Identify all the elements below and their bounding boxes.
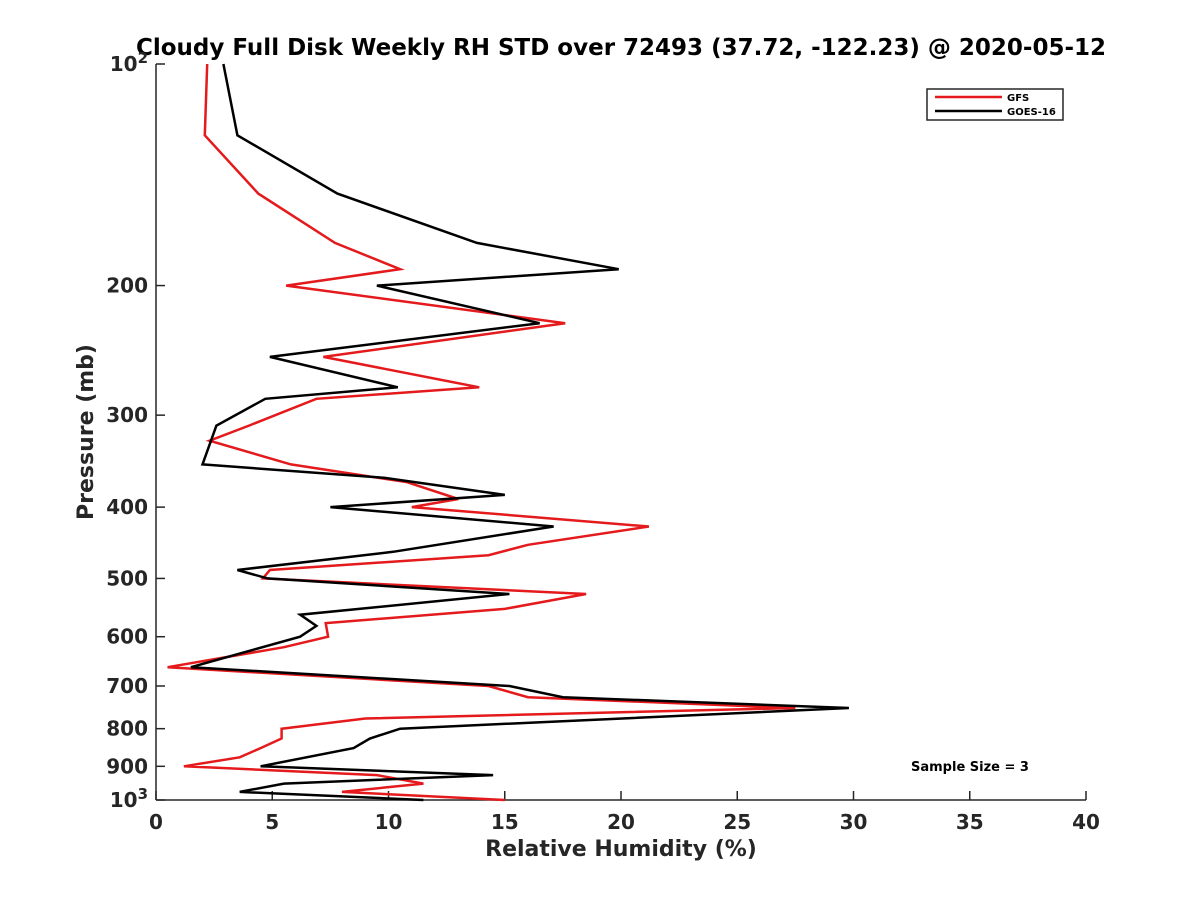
x-tick-label: 20 bbox=[607, 810, 635, 834]
legend-label-gfs: GFS bbox=[1007, 93, 1029, 104]
y-tick-label: 500 bbox=[106, 566, 148, 590]
x-tick-label: 30 bbox=[840, 810, 868, 834]
y-tick-label: 800 bbox=[106, 717, 148, 741]
y-ticks: 102 200 300 400 500 600 700 800 900 103 bbox=[106, 49, 165, 812]
plot-area: 0 5 10 15 20 25 30 35 40 102 200 300 400 500 600 700 80… bbox=[106, 49, 1100, 834]
x-axis-label: Relative Humidity (%) bbox=[485, 837, 757, 862]
y-tick-label: 102 bbox=[110, 49, 148, 76]
legend-label-goes16: GOES-16 bbox=[1007, 107, 1056, 118]
y-axis-label: Pressure (mb) bbox=[74, 344, 99, 520]
x-tick-label: 0 bbox=[149, 810, 163, 834]
x-ticks: 0 5 10 15 20 25 30 35 40 bbox=[149, 791, 1100, 834]
y-tick-label: 400 bbox=[106, 495, 148, 519]
y-tick-label: 300 bbox=[106, 403, 148, 427]
series-group bbox=[167, 63, 849, 802]
chart-title: Cloudy Full Disk Weekly RH STD over 7249… bbox=[136, 35, 1106, 61]
x-tick-label: 40 bbox=[1072, 810, 1100, 834]
x-tick-label: 25 bbox=[723, 810, 751, 834]
series-line-gfs bbox=[167, 63, 796, 802]
y-tick-label: 200 bbox=[106, 274, 148, 298]
legend: GFS GOES-16 bbox=[926, 88, 1064, 121]
x-tick-label: 5 bbox=[265, 810, 279, 834]
y-tick-label: 600 bbox=[106, 625, 148, 649]
legend-box bbox=[926, 88, 1064, 121]
y-tick-label: 900 bbox=[106, 754, 148, 778]
y-tick-label: 103 bbox=[110, 785, 148, 812]
sample-size-annotation: Sample Size = 3 bbox=[911, 760, 1029, 775]
x-tick-label: 35 bbox=[956, 810, 984, 834]
y-tick-label: 700 bbox=[106, 674, 148, 698]
x-tick-label: 15 bbox=[491, 810, 519, 834]
series-line-goes-16 bbox=[190, 63, 849, 802]
x-tick-label: 10 bbox=[375, 810, 403, 834]
